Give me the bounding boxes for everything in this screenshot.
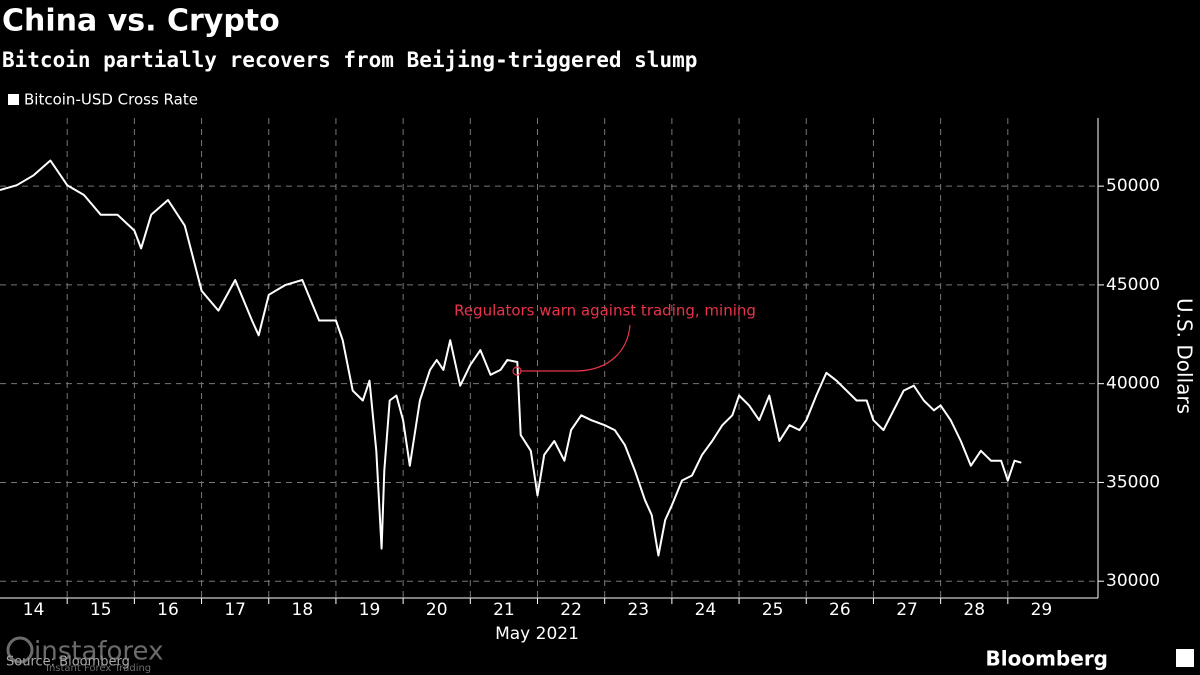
annotation-leader [521, 324, 631, 372]
x-tick-label: 28 [963, 600, 985, 620]
x-tick-label: 16 [157, 600, 179, 620]
x-tick-label: 19 [359, 600, 381, 620]
y-tick-label: 35000 [1106, 472, 1160, 492]
x-tick-label: 24 [695, 600, 717, 620]
line-series [0, 159, 1022, 557]
chart-subtitle: Bitcoin partially recovers from Beijing-… [2, 48, 697, 72]
x-tick-label: 18 [292, 600, 314, 620]
y-axis-label: U.S. Dollars [1173, 298, 1197, 414]
x-tick-label: 20 [426, 600, 448, 620]
watermark-tagline: Instant Forex Trading [46, 663, 151, 674]
x-tick-label: 21 [493, 600, 515, 620]
source: Source: Bloomberg [6, 655, 130, 670]
y-tick-label: 40000 [1106, 374, 1160, 394]
y-tick-label: 50000 [1106, 176, 1160, 196]
legend-label: Bitcoin-USD Cross Rate [24, 91, 198, 109]
x-tick-label: 22 [560, 600, 582, 620]
y-tick-label: 30000 [1106, 571, 1160, 591]
brand-icon [1176, 649, 1194, 667]
x-tick-label: 26 [829, 600, 851, 620]
x-axis-label: May 2021 [495, 624, 579, 644]
x-tick-label: 14 [23, 600, 45, 620]
x-tick-label: 23 [627, 600, 649, 620]
chart-title: China vs. Crypto [2, 4, 280, 39]
x-tick-label: 15 [90, 600, 112, 620]
annotation: Regulators warn against trading, mining [454, 302, 756, 320]
x-tick-label: 29 [1031, 600, 1053, 620]
y-tick-label: 45000 [1106, 275, 1160, 295]
legend-swatch [8, 94, 19, 105]
x-tick-label: 17 [224, 600, 246, 620]
x-tick-label: 27 [896, 600, 918, 620]
watermark: instaforex [34, 637, 163, 667]
watermark-logo [6, 636, 34, 664]
brand: Bloomberg [986, 647, 1108, 671]
x-tick-label: 25 [762, 600, 784, 620]
